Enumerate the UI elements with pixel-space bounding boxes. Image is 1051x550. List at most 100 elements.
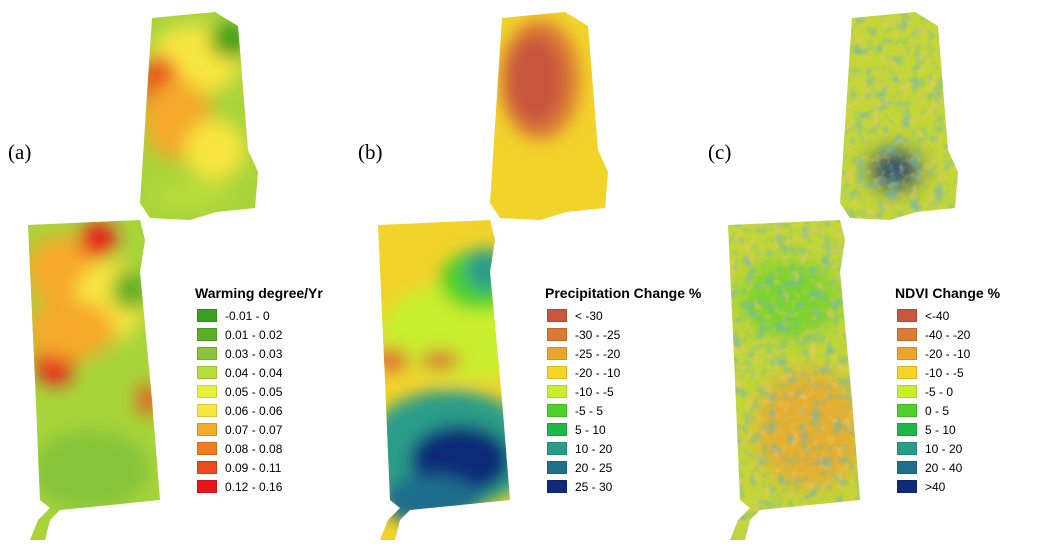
- legend-label: >40: [925, 479, 946, 494]
- legend-label: 0.05 - 0.05: [225, 384, 283, 399]
- legend-title: Warming degree/Yr: [195, 285, 323, 301]
- legend-item: 5 - 10: [547, 420, 701, 439]
- legend-label: 0.08 - 0.08: [225, 441, 283, 456]
- legend-swatch: [197, 442, 217, 455]
- legend-item: 25 - 30: [547, 477, 701, 496]
- legend-label: < -30: [575, 308, 603, 323]
- legend-swatch: [197, 385, 217, 398]
- legend-item: 0.03 - 0.03: [197, 344, 323, 363]
- legend-item: 0.09 - 0.11: [197, 458, 323, 477]
- legend-ndvi: NDVI Change % <-40 -40 - -20 -20 - -10 -10 …: [895, 285, 1000, 496]
- ndvi-map: [728, 12, 958, 540]
- legend-swatch: [197, 480, 217, 493]
- legend-label: 5 - 10: [925, 422, 956, 437]
- legend-swatch: [197, 423, 217, 436]
- legend-label: -30 - -25: [575, 327, 621, 342]
- legend-item: -25 - -20: [547, 344, 701, 363]
- legend-label: 10 - 20: [925, 441, 963, 456]
- panel-label-c: (c): [708, 140, 732, 164]
- legend-item: -30 - -25: [547, 325, 701, 344]
- legend-swatch: [897, 366, 917, 379]
- legend-swatch: [547, 461, 567, 474]
- legend-item: -20 - -10: [897, 344, 1000, 363]
- legend-precipitation: Precipitation Change % < -30 -30 - -25 -25…: [545, 285, 701, 496]
- legend-item: < -30: [547, 306, 701, 325]
- legend-label: -5 - 0: [925, 384, 954, 399]
- legend-label: -10 - -5: [925, 365, 964, 380]
- legend-item: 0.01 - 0.02: [197, 325, 323, 344]
- legend-label: 0.07 - 0.07: [225, 422, 283, 437]
- legend-swatch: [547, 442, 567, 455]
- legend-label: -5 - 5: [575, 403, 604, 418]
- legend-label: -0.01 - 0: [225, 308, 270, 323]
- legend-item: 0.12 - 0.16: [197, 477, 323, 496]
- legend-item: 10 - 20: [547, 439, 701, 458]
- legend-swatch: [897, 385, 917, 398]
- legend-swatch: [547, 480, 567, 493]
- legend-swatch: [547, 309, 567, 322]
- legend-item: -10 - -5: [897, 363, 1000, 382]
- legend-item: <-40: [897, 306, 1000, 325]
- legend-label: 0.09 - 0.11: [225, 460, 282, 475]
- legend-label: 10 - 20: [575, 441, 613, 456]
- legend-swatch: [197, 328, 217, 341]
- legend-label: 0.03 - 0.03: [225, 346, 283, 361]
- legend-label: 0.06 - 0.06: [225, 403, 283, 418]
- legend-swatch: [547, 366, 567, 379]
- legend-swatch: [897, 328, 917, 341]
- legend-item: 0.06 - 0.06: [197, 401, 323, 420]
- legend-warming: Warming degree/Yr -0.01 - 0 0.01 - 0.02 0.…: [195, 285, 323, 496]
- legend-swatch: [197, 347, 217, 360]
- legend-swatch: [197, 366, 217, 379]
- legend-swatch: [547, 347, 567, 360]
- legend-swatch: [547, 385, 567, 398]
- precipitation-map: [378, 12, 608, 540]
- legend-item: 5 - 10: [897, 420, 1000, 439]
- legend-label: 0.12 - 0.16: [225, 479, 283, 494]
- legend-label: 5 - 10: [575, 422, 606, 437]
- legend-item: 0.08 - 0.08: [197, 439, 323, 458]
- legend-swatch: [897, 480, 917, 493]
- legend-item: 0 - 5: [897, 401, 1000, 420]
- panel-ndvi: (c) NDVI Change % <-40 -40 - -20 -20 - -10…: [700, 0, 1050, 550]
- legend-swatch: [547, 328, 567, 341]
- legend-label: -25 - -20: [575, 346, 621, 361]
- legend-item: >40: [897, 477, 1000, 496]
- legend-label: -20 - -10: [925, 346, 971, 361]
- legend-swatch: [897, 347, 917, 360]
- legend-label: 0 - 5: [925, 403, 950, 418]
- legend-label: -10 - -5: [575, 384, 614, 399]
- legend-label: <-40: [925, 308, 950, 323]
- panel-precipitation: (b) Precipitation Change % < -30 -30 - -2…: [350, 0, 701, 550]
- warming-map: [28, 12, 258, 540]
- legend-swatch: [897, 423, 917, 436]
- legend-item: -5 - 0: [897, 382, 1000, 401]
- legend-swatch: [897, 404, 917, 417]
- legend-label: -40 - -20: [925, 327, 971, 342]
- legend-swatch: [547, 404, 567, 417]
- legend-item: -5 - 5: [547, 401, 701, 420]
- legend-label: 20 - 25: [575, 460, 613, 475]
- legend-item: 0.07 - 0.07: [197, 420, 323, 439]
- legend-label: -20 - -10: [575, 365, 621, 380]
- legend-label: 0.01 - 0.02: [225, 327, 283, 342]
- legend-item: 20 - 25: [547, 458, 701, 477]
- legend-swatch: [897, 461, 917, 474]
- legend-swatch: [197, 309, 217, 322]
- legend-item: -40 - -20: [897, 325, 1000, 344]
- legend-label: 25 - 30: [575, 479, 613, 494]
- legend-title: NDVI Change %: [895, 285, 1001, 301]
- legend-swatch: [197, 404, 217, 417]
- legend-label: 20 - 40: [925, 460, 963, 475]
- legend-item: -20 - -10: [547, 363, 701, 382]
- legend-swatch: [197, 461, 217, 474]
- legend-swatch: [897, 442, 917, 455]
- legend-item: 20 - 40: [897, 458, 1000, 477]
- panel-label-b: (b): [358, 140, 383, 164]
- legend-item: -0.01 - 0: [197, 306, 323, 325]
- legend-item: -10 - -5: [547, 382, 701, 401]
- panel-warming: (a) Warming degree/Yr -0.01 - 0 0.01 - 0.…: [0, 0, 350, 550]
- legend-item: 0.04 - 0.04: [197, 363, 323, 382]
- legend-swatch: [897, 309, 917, 322]
- legend-title: Precipitation Change %: [545, 285, 702, 301]
